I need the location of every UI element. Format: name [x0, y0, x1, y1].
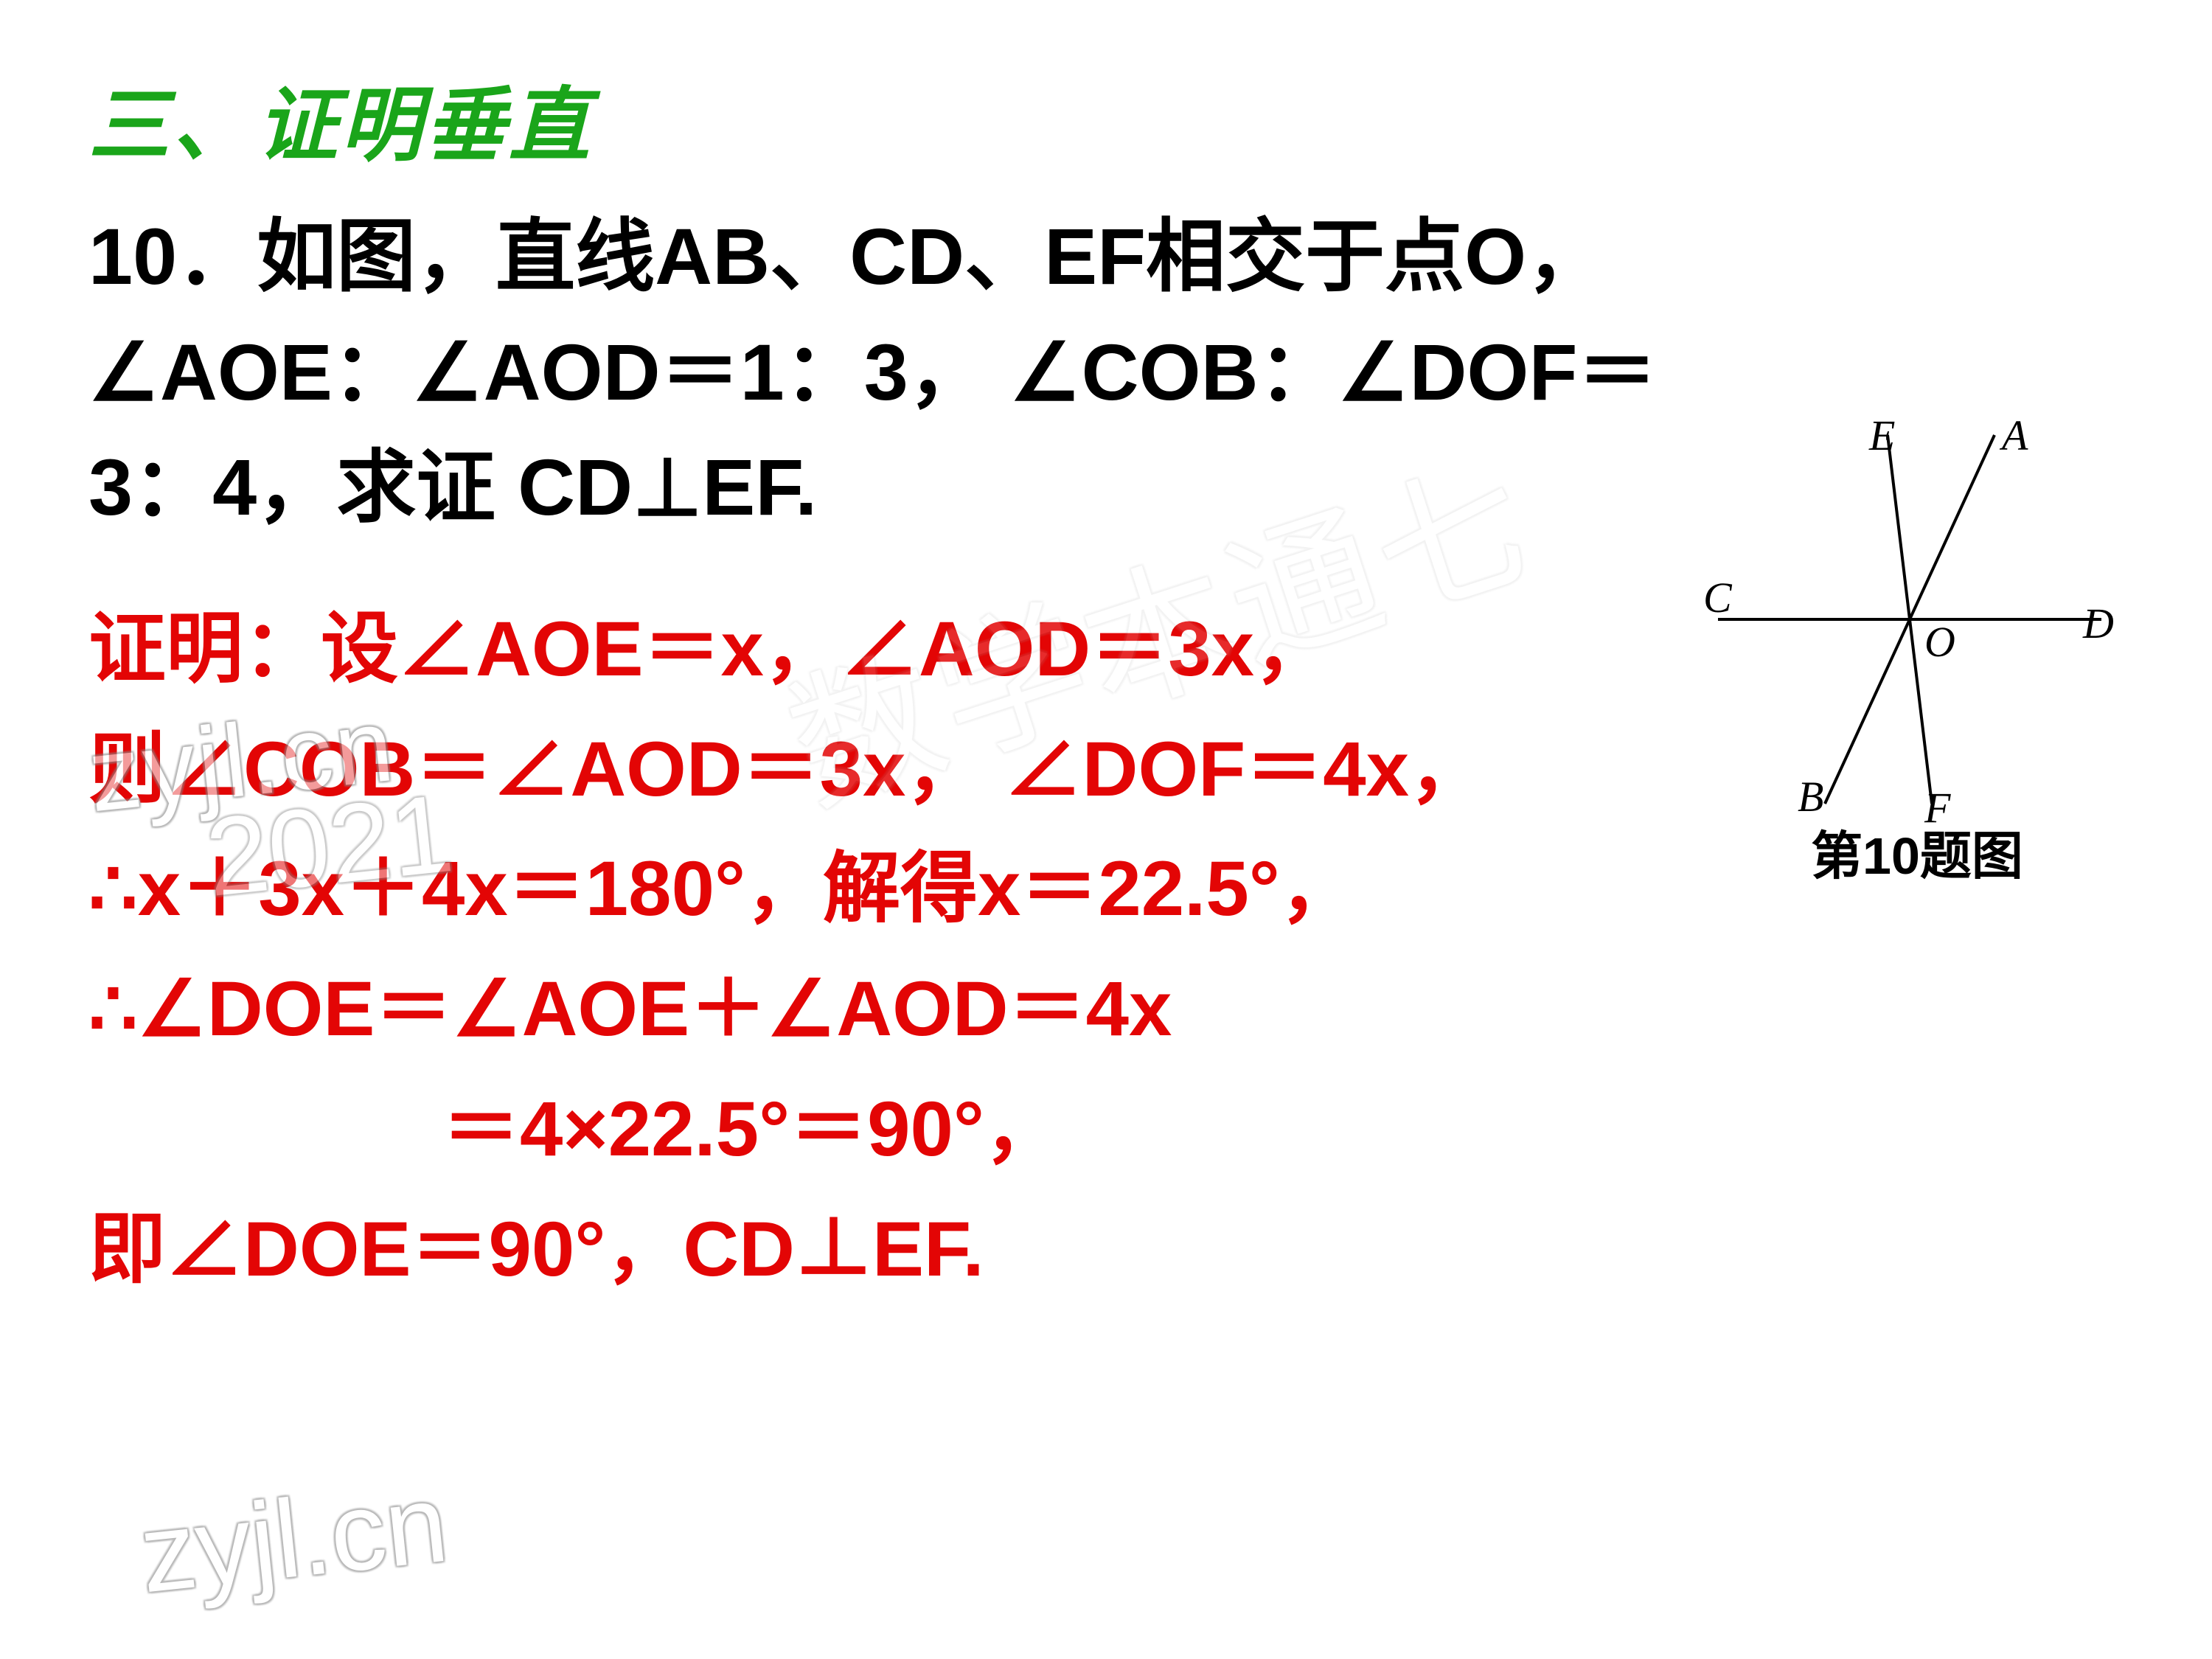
proof-line-4: ∴∠DOE＝∠AOE＋∠AOD＝4x — [88, 950, 2124, 1070]
page-root: 三、证明垂直 10．如图，直线AB、CD、EF相交于点O， ∠AOE：∠AOD＝… — [0, 0, 2212, 1659]
label-B: B — [1798, 773, 1823, 821]
label-E: E — [1868, 413, 1895, 459]
geometry-figure: A B C D E F O — [1703, 413, 2116, 826]
watermark-3: zyjl.cn — [134, 1459, 453, 1618]
label-A: A — [1999, 413, 2028, 459]
label-D: D — [2082, 599, 2114, 647]
figure-caption: 第10题图 — [1733, 815, 2101, 889]
section-heading: 三、证明垂直 — [88, 59, 2124, 177]
problem-line-3: 3：4，求证 CD⊥EF. — [88, 430, 1666, 546]
proof-line-6: 即∠DOE＝90°，CD⊥EF. — [88, 1190, 2124, 1310]
figure-svg: A B C D E F O — [1703, 413, 2116, 826]
label-C: C — [1703, 574, 1733, 622]
problem-line-2: ∠AOE：∠AOD＝1：3， ∠COB：∠DOF＝ — [88, 315, 1666, 431]
problem-line-1: 10．如图，直线AB、CD、EF相交于点O， — [88, 199, 1666, 315]
label-O: O — [1924, 618, 1955, 666]
proof-line-5: ＝4×22.5°＝90°， — [88, 1070, 2124, 1190]
